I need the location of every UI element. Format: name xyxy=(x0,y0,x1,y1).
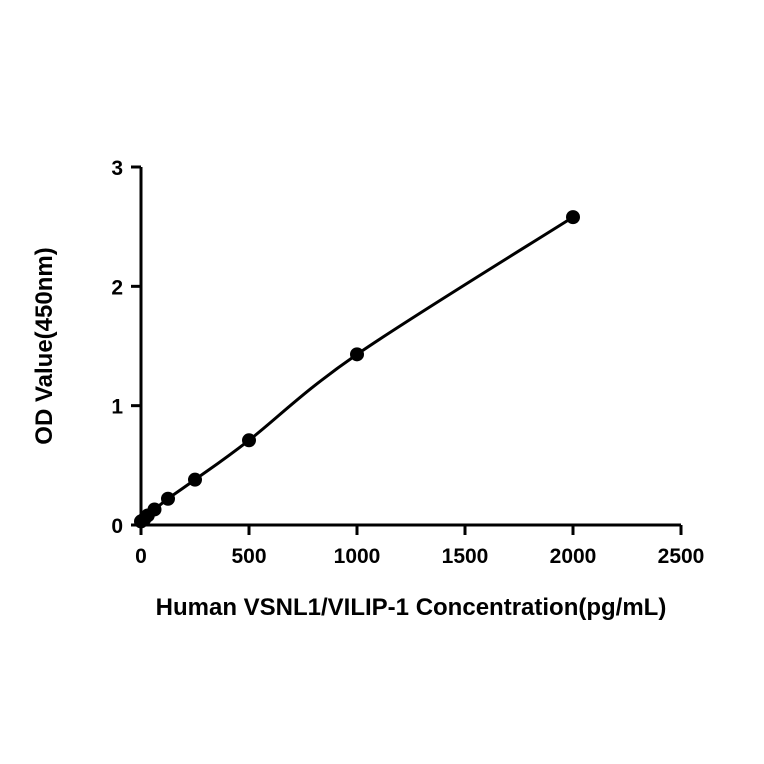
x-tick-label: 2000 xyxy=(550,545,597,568)
y-ticks: 0 1 2 3 xyxy=(111,157,141,538)
y-tick-label: 2 xyxy=(111,276,123,299)
x-tick-label: 1000 xyxy=(334,545,381,568)
x-tick-label: 500 xyxy=(231,545,266,568)
fit-curve xyxy=(140,215,574,523)
data-point xyxy=(566,210,580,225)
y-tick-label: 0 xyxy=(111,515,123,538)
y-axis: 0 1 2 3 OD Value(450nm) xyxy=(31,157,143,538)
data-point xyxy=(242,433,256,448)
y-tick-label: 3 xyxy=(111,157,123,180)
x-axis-title: Human VSNL1/VILIP-1 Concentration(pg/mL) xyxy=(156,594,667,621)
x-tick-label: 0 xyxy=(135,545,147,568)
x-axis: 0 500 1000 1500 2000 2500 Human VSNL1/VILIP-1… xyxy=(135,523,704,621)
data-point xyxy=(161,491,175,506)
y-tick-label: 1 xyxy=(111,396,123,419)
data-point xyxy=(188,472,202,487)
data-point xyxy=(350,347,364,362)
x-tick-label: 1500 xyxy=(442,545,489,568)
y-axis-title: OD Value(450nm) xyxy=(31,247,58,444)
x-ticks: 0 500 1000 1500 2000 2500 xyxy=(135,525,704,568)
x-tick-label: 2500 xyxy=(658,545,705,568)
data-point xyxy=(147,502,162,517)
plot-area xyxy=(134,210,580,529)
